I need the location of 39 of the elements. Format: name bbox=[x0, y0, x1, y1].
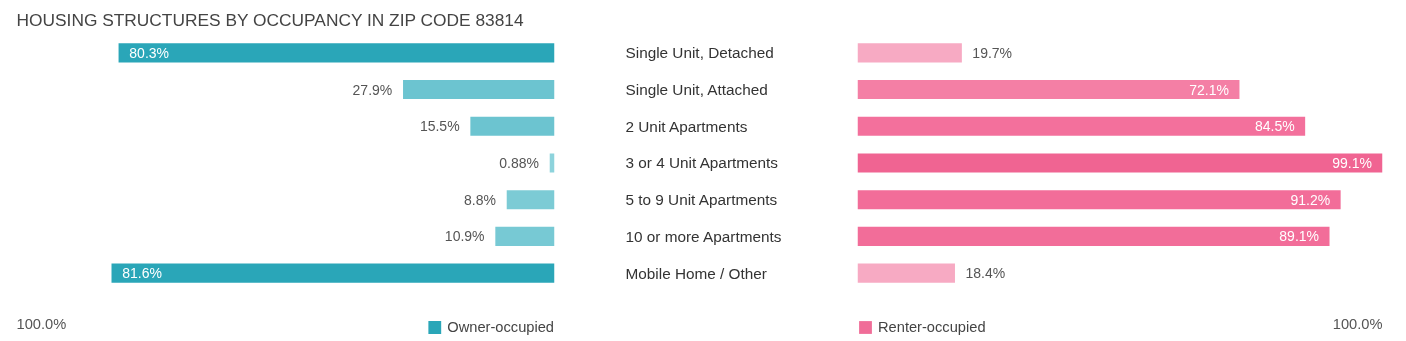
bar bbox=[857, 80, 1240, 100]
data-label: 80.3% bbox=[129, 44, 170, 61]
data-label: 84.5% bbox=[1254, 118, 1295, 135]
y-tick-label: Single Unit, Detached bbox=[625, 44, 774, 62]
bar bbox=[506, 190, 555, 210]
text: 100.0% bbox=[1332, 315, 1383, 332]
y-tick-label: 10 or more Apartments bbox=[625, 227, 782, 245]
bar bbox=[857, 226, 1330, 246]
y-tick-label: 2 Unit Apartments bbox=[625, 117, 748, 135]
legend-label: Renter-occupied bbox=[878, 319, 986, 335]
data-label: 72.1% bbox=[1189, 81, 1229, 98]
bar bbox=[857, 153, 1383, 173]
data-label: 81.6% bbox=[122, 265, 162, 282]
chart-title: HOUSING STRUCTURES BY OCCUPANCY IN ZIP CODE 83814 bbox=[16, 9, 524, 30]
data-label: 19.7% bbox=[972, 44, 1013, 61]
y-tick-label: Mobile Home / Other bbox=[625, 264, 767, 282]
bar bbox=[495, 226, 555, 246]
data-label: 99.1% bbox=[1332, 154, 1373, 171]
bar bbox=[857, 263, 955, 283]
y-tick-label: Single Unit, Attached bbox=[625, 81, 768, 99]
data-label: 8.8% bbox=[464, 191, 496, 208]
bar bbox=[470, 116, 555, 136]
bar bbox=[857, 116, 1306, 136]
text: 100.0% bbox=[16, 315, 67, 332]
y-tick-label: 3 or 4 Unit Apartments bbox=[625, 154, 779, 172]
data-label: 15.5% bbox=[419, 118, 460, 135]
bar bbox=[857, 190, 1341, 210]
data-label: 0.88% bbox=[499, 154, 539, 171]
bar bbox=[111, 263, 555, 283]
data-label: 27.9% bbox=[352, 81, 393, 98]
data-label: 91.2% bbox=[1290, 191, 1331, 208]
data-label: 18.4% bbox=[965, 265, 1006, 282]
bar bbox=[118, 43, 555, 63]
bar bbox=[857, 43, 962, 63]
legend-label: Owner-occupied bbox=[447, 319, 554, 335]
data-label: 10.9% bbox=[444, 228, 485, 245]
bar bbox=[403, 80, 555, 100]
data-label: 89.1% bbox=[1279, 228, 1320, 245]
y-tick-label: 5 to 9 Unit Apartments bbox=[625, 191, 778, 209]
